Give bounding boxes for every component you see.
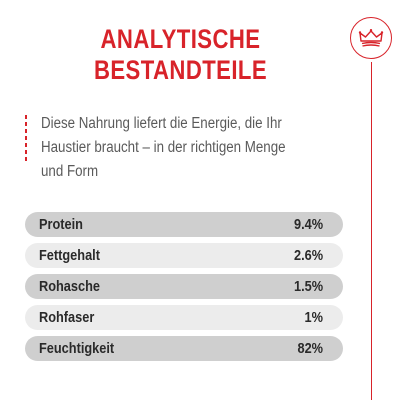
intro-dotted-marker	[24, 115, 28, 165]
page-title: ANALYTISCHE BESTANDTEILE	[47, 24, 314, 86]
intro-line-3: und Form	[41, 163, 99, 180]
nutrient-label: Protein	[39, 216, 83, 233]
side-divider	[371, 62, 372, 400]
nutrient-value: 82%	[297, 340, 323, 357]
nutrient-label: Rohasche	[39, 278, 100, 295]
nutrient-row-rohasche: Rohasche 1.5%	[25, 274, 343, 299]
nutrient-label: Rohfaser	[39, 309, 95, 326]
nutrient-row-feuchtigkeit: Feuchtigkeit 82%	[25, 336, 343, 361]
nutrient-value: 2.6%	[293, 247, 323, 264]
nutrient-row-protein: Protein 9.4%	[25, 212, 343, 237]
crown-icon	[358, 29, 384, 47]
nutrient-value: 1.5%	[293, 278, 323, 295]
nutrient-label: Feuchtigkeit	[39, 340, 115, 357]
brand-badge	[350, 17, 392, 59]
intro-line-2: Haustier braucht – in der richtigen Meng…	[41, 139, 286, 156]
nutrient-table: Protein 9.4% Fettgehalt 2.6% Rohasche 1.…	[25, 212, 343, 367]
title-line-1: ANALYTISCHE	[100, 24, 261, 54]
nutrient-value: 1%	[304, 309, 323, 326]
nutrient-value: 9.4%	[293, 216, 323, 233]
nutrient-row-rohfaser: Rohfaser 1%	[25, 305, 343, 330]
intro-line-1: Diese Nahrung liefert die Energie, die I…	[41, 115, 282, 132]
title-line-2: BESTANDTEILE	[93, 55, 268, 85]
intro-text: Diese Nahrung liefert die Energie, die I…	[41, 112, 299, 184]
nutrient-row-fettgehalt: Fettgehalt 2.6%	[25, 243, 343, 268]
nutrient-label: Fettgehalt	[39, 247, 100, 264]
